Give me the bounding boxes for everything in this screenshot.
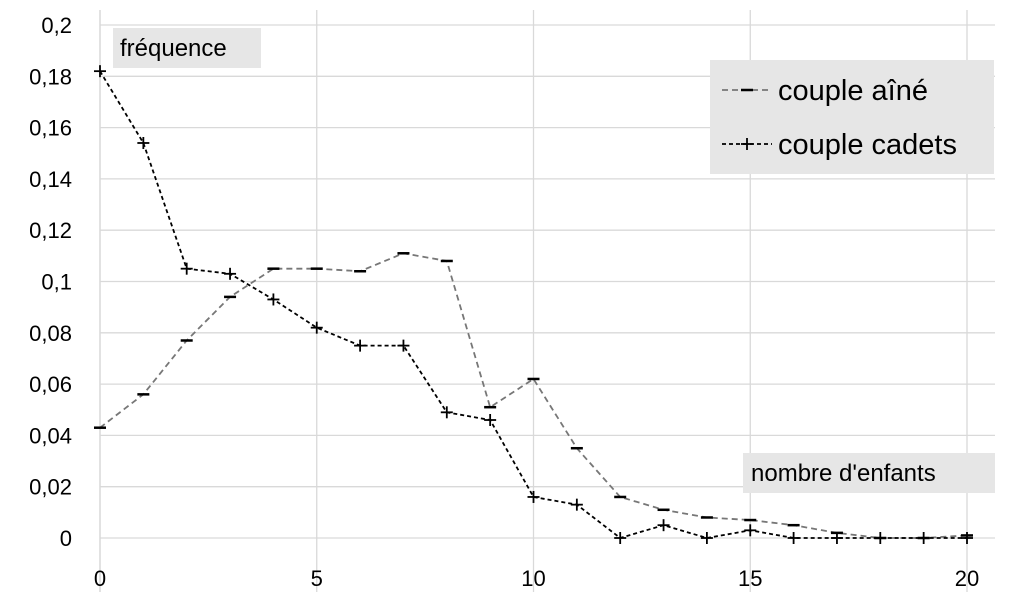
y-tick-label: 0,16	[29, 116, 72, 141]
x-tick-label: 5	[311, 566, 323, 591]
y-tick-label: 0,12	[29, 218, 72, 243]
legend-label: couple cadets	[778, 129, 957, 161]
data-point	[570, 498, 583, 511]
data-point	[310, 321, 323, 334]
legend-label: couple aîné	[778, 75, 928, 107]
data-point	[354, 339, 367, 352]
data-point	[397, 339, 410, 352]
data-point	[874, 532, 887, 544]
legend-item: couple cadets	[722, 129, 957, 161]
y-tick-label: 0,1	[41, 270, 72, 295]
x-axis-ticks: 0 5 10 15 20	[94, 566, 979, 591]
legend: couple aîné couple cadets	[710, 60, 994, 174]
data-point	[137, 136, 150, 149]
data-point	[440, 406, 453, 419]
y-tick-label: 0,02	[29, 475, 72, 500]
x-tick-label: 0	[94, 566, 106, 591]
y-axis-ticks: 0 0,02 0,04 0,06 0,08 0,1 0,12 0,14 0,16 0,18 0,2	[29, 13, 72, 551]
data-point	[961, 532, 973, 544]
data-point	[224, 267, 237, 280]
y-tick-label: 0,08	[29, 321, 72, 346]
data-point	[744, 524, 757, 537]
y-tick-label: 0,2	[41, 13, 72, 38]
series-line	[99, 252, 968, 539]
data-point	[484, 414, 497, 427]
data-point	[917, 532, 930, 544]
legend-item: couple aîné	[722, 75, 928, 107]
x-tick-label: 10	[521, 566, 545, 591]
y-axis-label-box: fréquence	[113, 28, 261, 68]
data-point	[180, 262, 193, 275]
data-point	[94, 65, 106, 78]
x-tick-label: 20	[955, 566, 979, 591]
data-point	[657, 519, 670, 532]
y-axis-label: fréquence	[120, 35, 227, 62]
x-tick-label: 15	[738, 566, 762, 591]
x-axis-label-box: nombre d'enfants	[743, 453, 995, 493]
data-point	[830, 532, 843, 544]
y-tick-label: 0	[60, 526, 72, 551]
x-axis-label: nombre d'enfants	[751, 460, 936, 487]
data-point	[700, 532, 713, 544]
y-tick-label: 0,04	[29, 423, 72, 448]
data-point	[787, 532, 800, 544]
data-point	[614, 532, 627, 544]
legend-background	[710, 60, 994, 174]
y-tick-label: 0,18	[29, 64, 72, 89]
data-point	[527, 490, 540, 503]
series-layer	[94, 65, 973, 544]
y-tick-label: 0,14	[29, 167, 72, 192]
y-tick-label: 0,06	[29, 372, 72, 397]
data-point	[267, 293, 280, 306]
